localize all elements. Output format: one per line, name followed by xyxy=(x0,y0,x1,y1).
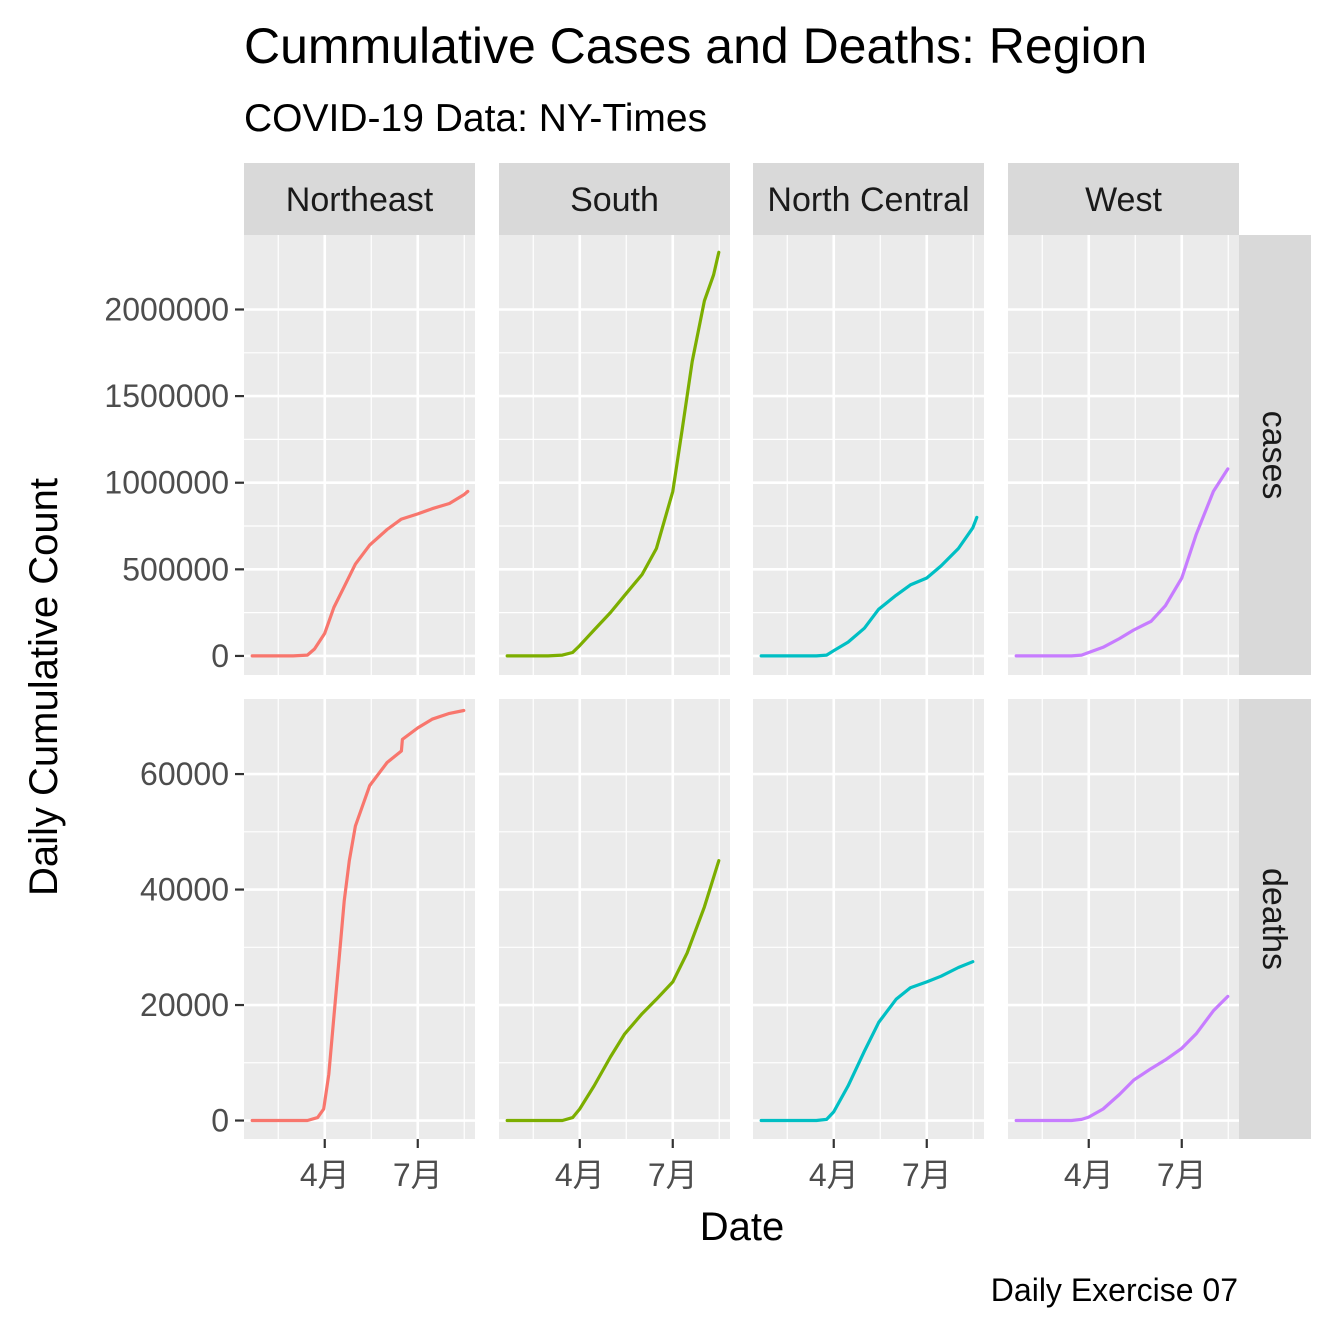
plot-area: Northeast South North Central West cases deat… xyxy=(104,163,1311,1193)
x-tick-label: 4月 xyxy=(1064,1157,1114,1193)
panel-north-central-deaths xyxy=(753,699,984,1139)
y-tick-label: 0 xyxy=(211,1103,229,1139)
y-tick-label: 1000000 xyxy=(104,465,229,501)
series-line-south-deaths xyxy=(505,859,721,1123)
panel-northeast-deaths xyxy=(244,699,475,1139)
caption: Daily Exercise 07 xyxy=(991,1272,1238,1308)
panel-west-deaths xyxy=(1008,699,1239,1139)
y-tick-label: 40000 xyxy=(140,872,229,908)
y-tick-label: 20000 xyxy=(140,987,229,1023)
series-line-northeast-deaths xyxy=(250,708,466,1123)
x-tick-label: 7月 xyxy=(393,1157,443,1193)
strip-west xyxy=(1008,163,1239,235)
strip-label-cases: cases xyxy=(1255,411,1293,500)
x-tick-label: 7月 xyxy=(648,1157,698,1193)
strip-cases xyxy=(1239,235,1311,675)
y-tick-label: 60000 xyxy=(140,756,229,792)
series-line-west-cases xyxy=(1014,467,1230,658)
strip-north-central xyxy=(753,163,984,235)
panel-south-deaths xyxy=(499,699,730,1139)
x-tick-label: 7月 xyxy=(1157,1157,1207,1193)
x-tick-label: 4月 xyxy=(300,1157,350,1193)
y-tick-label: 1500000 xyxy=(104,378,229,414)
y-tick-label: 0 xyxy=(211,638,229,674)
series-line-northeast-cases xyxy=(250,489,470,658)
y-axis-title: Daily Cumulative Count xyxy=(22,478,66,896)
x-tick-label: 4月 xyxy=(555,1157,605,1193)
y-tick-label: 2000000 xyxy=(104,291,229,327)
x-tick-label: 7月 xyxy=(902,1157,952,1193)
strip-deaths xyxy=(1239,699,1311,1139)
x-axis-title: Date xyxy=(700,1205,785,1249)
strip-label-northeast: Northeast xyxy=(286,181,434,219)
strip-label-deaths: deaths xyxy=(1255,868,1293,970)
series-line-west-deaths xyxy=(1014,994,1230,1123)
chart-subtitle: COVID-19 Data: NY-Times xyxy=(244,97,707,140)
series-line-north-central-deaths xyxy=(759,960,975,1123)
strip-south xyxy=(499,163,730,235)
strip-label-south: South xyxy=(570,181,659,219)
strip-northeast xyxy=(244,163,475,235)
x-tick-label: 4月 xyxy=(809,1157,859,1193)
series-line-south-cases xyxy=(505,250,721,658)
strip-label-north-central: North Central xyxy=(767,181,969,219)
chart-title: Cummulative Cases and Deaths: Region xyxy=(244,18,1147,74)
y-tick-label: 500000 xyxy=(122,551,229,587)
strip-label-west: West xyxy=(1085,181,1162,219)
series-line-north-central-cases xyxy=(759,515,979,658)
